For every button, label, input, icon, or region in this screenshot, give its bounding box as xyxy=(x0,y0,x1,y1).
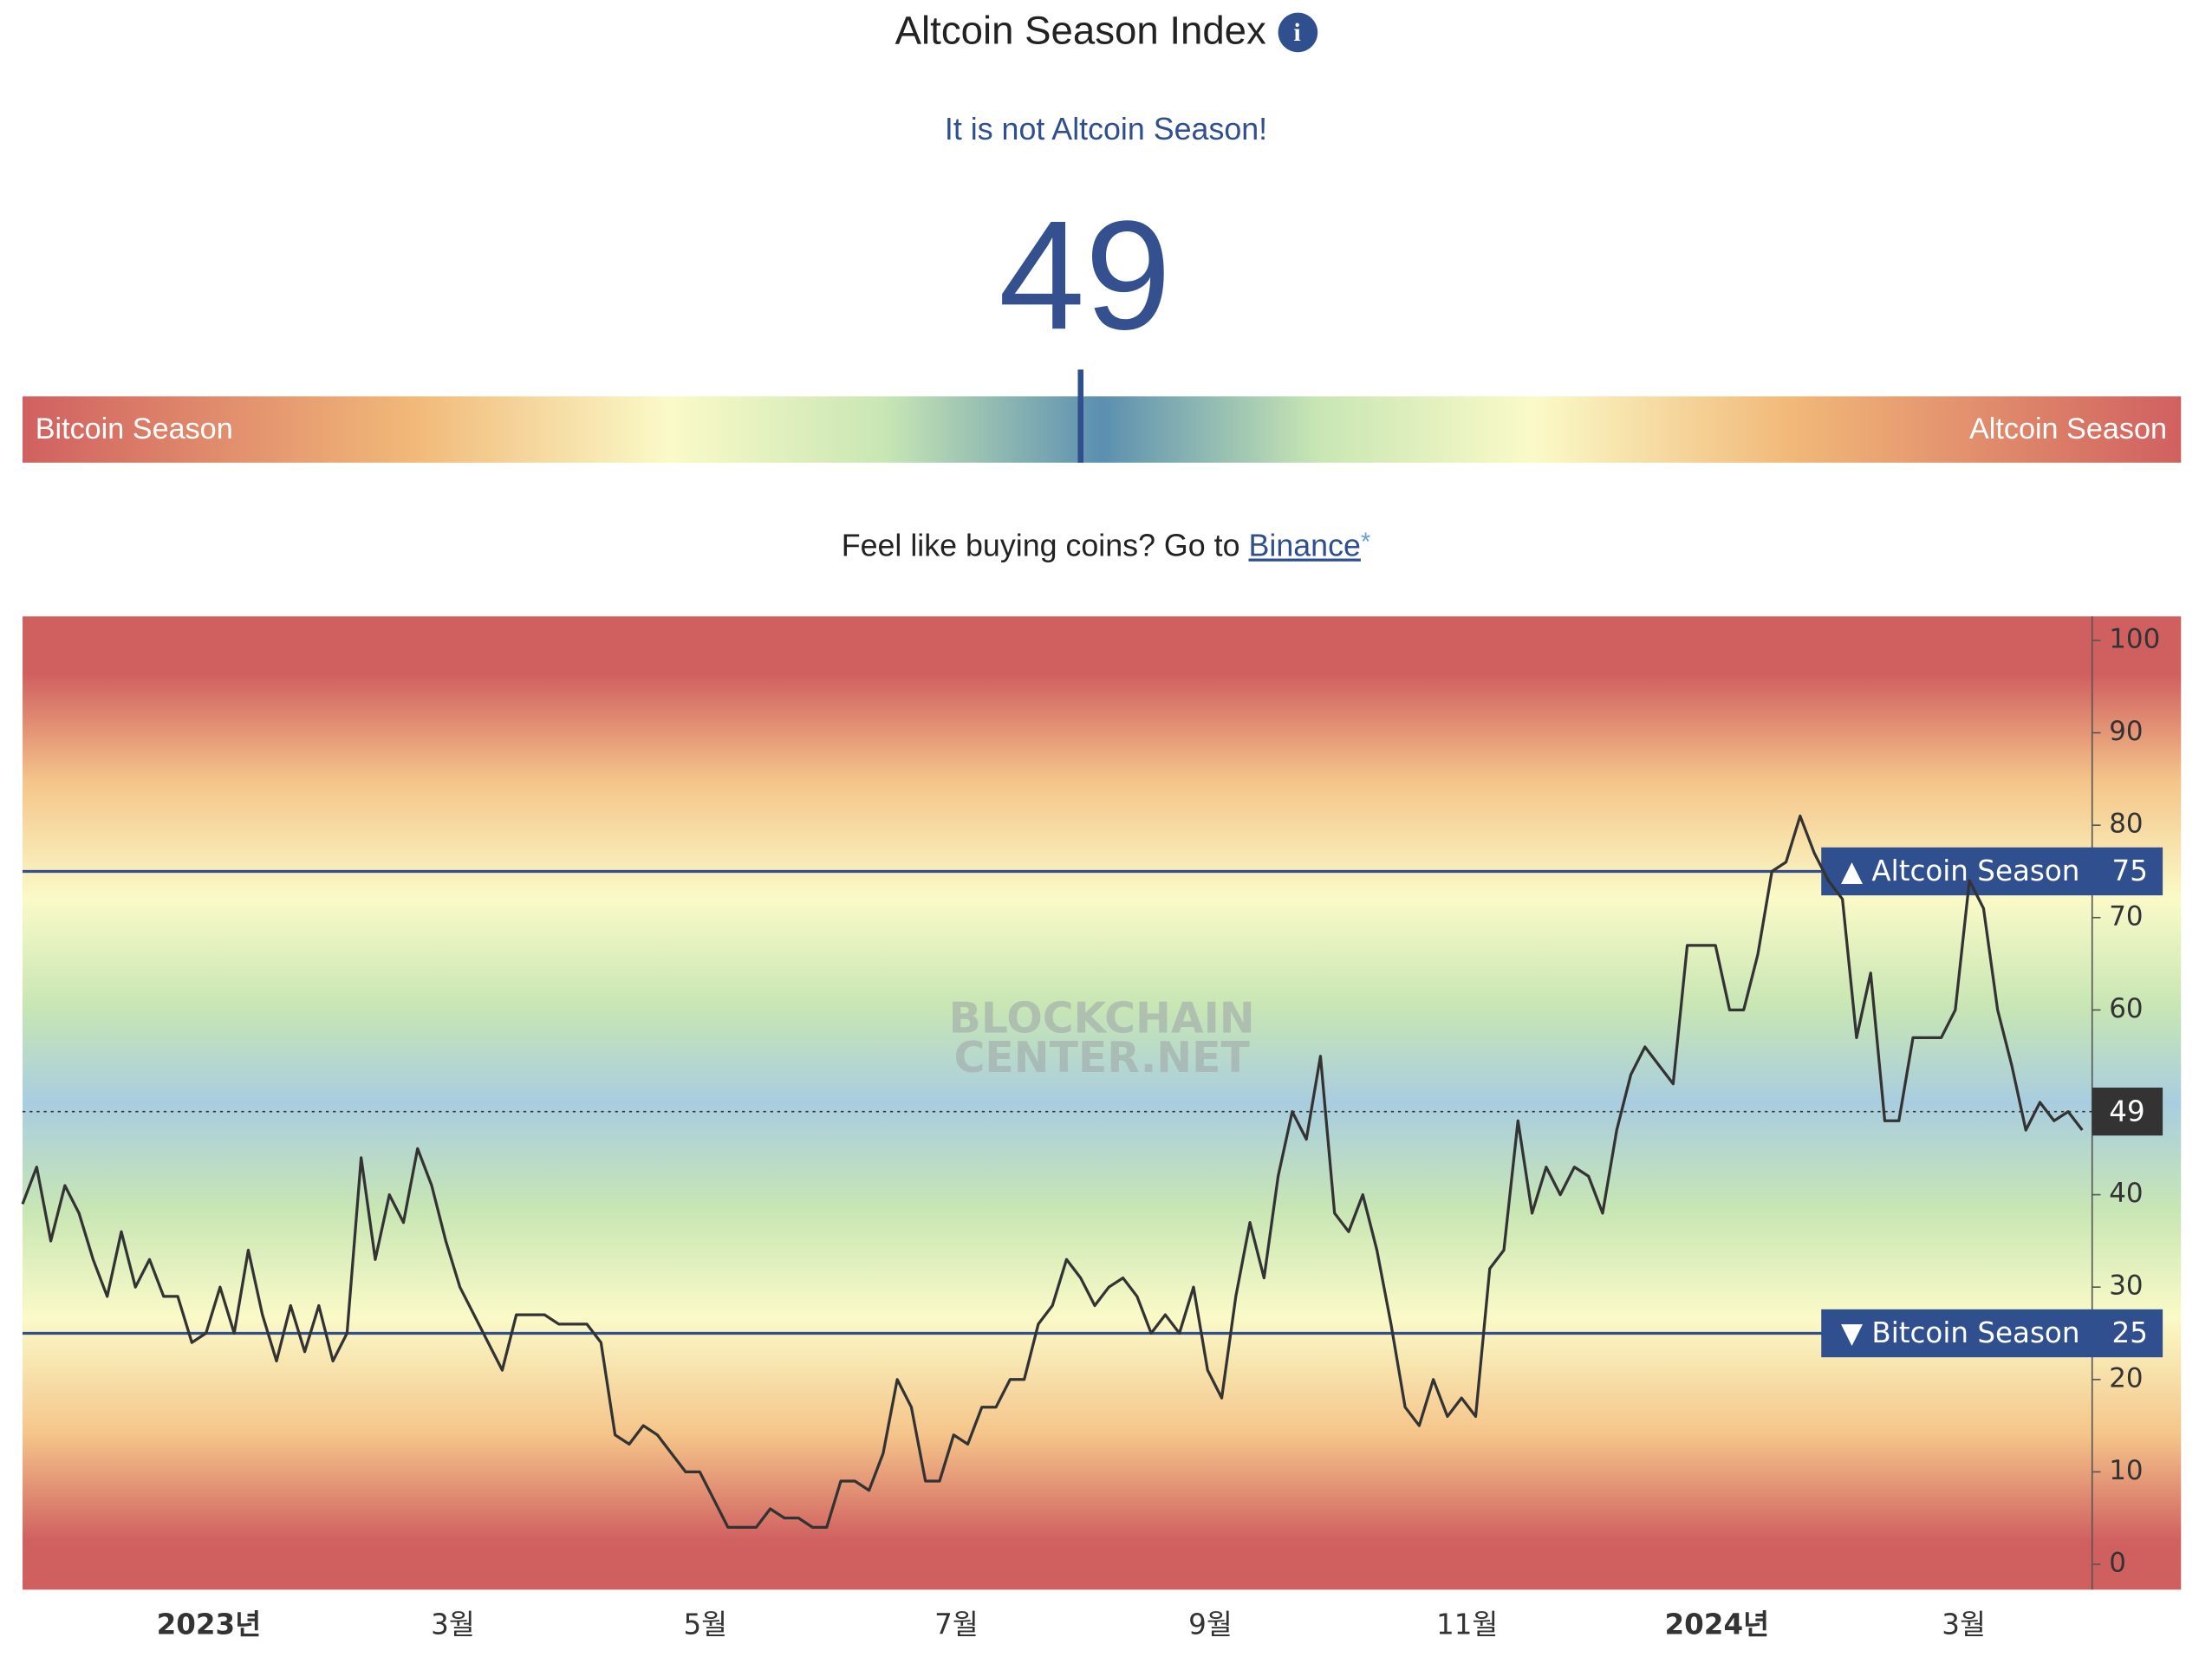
gauge-right-label: Altcoin Season xyxy=(1968,413,2167,446)
y-tick-label: 40 xyxy=(2109,1178,2143,1209)
x-tick-label: 2023년 xyxy=(157,1608,262,1641)
y-tick-label: 80 xyxy=(2109,809,2143,840)
x-tick-label: 5월 xyxy=(683,1608,727,1641)
x-tick-label: 7월 xyxy=(934,1608,979,1641)
y-tick-label: 100 xyxy=(2109,623,2160,654)
title-row: Altcoin Season Index i xyxy=(0,9,2212,54)
promo-link[interactable]: Binance xyxy=(1248,527,1361,563)
series-line xyxy=(21,814,2084,1529)
current-box xyxy=(2092,1087,2163,1136)
index-value: 49 xyxy=(999,189,1172,363)
gauge-left-label: Bitcoin Season xyxy=(35,413,233,446)
y-tick-label: 20 xyxy=(2109,1362,2143,1394)
title: Altcoin Season Index xyxy=(895,8,1266,53)
threshold-value: 75 xyxy=(2112,854,2148,887)
x-tick-label: 2024년 xyxy=(1665,1608,1770,1641)
threshold-value: 25 xyxy=(2112,1316,2148,1349)
y-tick-label: 30 xyxy=(2109,1270,2143,1302)
y-tick-label: 0 xyxy=(2109,1547,2126,1578)
promo-mark: * xyxy=(1360,527,1371,556)
gauge-marker xyxy=(1077,369,1083,463)
current-label: 49 xyxy=(2109,1095,2144,1127)
x-tick-label: 11월 xyxy=(1436,1608,1498,1641)
y-tick-label: 90 xyxy=(2109,716,2143,747)
threshold-label: ▼ Bitcoin Season xyxy=(1841,1316,2079,1349)
y-tick-label: 60 xyxy=(2109,993,2143,1024)
watermark: CENTER.NET xyxy=(954,1033,1251,1082)
x-tick-label: 3월 xyxy=(431,1608,475,1641)
y-tick-label: 70 xyxy=(2109,900,2143,932)
y-tick-label: 10 xyxy=(2109,1455,2143,1486)
x-tick-label: 3월 xyxy=(1942,1608,1986,1641)
x-tick-label: 9월 xyxy=(1188,1608,1233,1641)
gauge-bar: Bitcoin Season Altcoin Season xyxy=(23,396,2182,463)
threshold-box xyxy=(1821,847,2163,896)
promo-text: Feel like buying coins? Go to xyxy=(841,527,1240,563)
status: It is not Altcoin Season! xyxy=(944,111,1268,147)
plot-background xyxy=(23,616,2182,1590)
info-icon[interactable]: i xyxy=(1277,12,1317,53)
threshold-label: ▲ Altcoin Season xyxy=(1841,854,2079,887)
watermark: BLOCKCHAIN xyxy=(949,993,1255,1043)
promo: Feel like buying coins? Go to Binance* xyxy=(0,528,2212,564)
threshold-box xyxy=(1821,1309,2163,1358)
